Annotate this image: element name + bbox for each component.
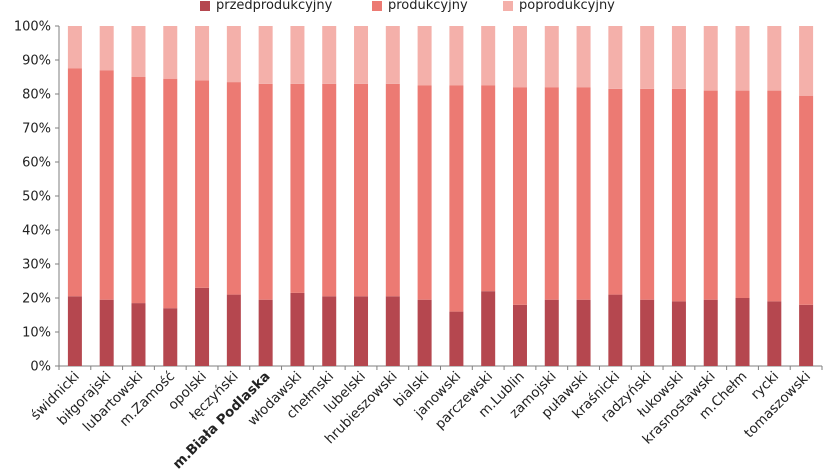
y-tick-label: 30% bbox=[22, 258, 51, 273]
bar-przedprodukcyjny-leczynski bbox=[226, 294, 241, 366]
bar-produkcyjny-chelmski bbox=[322, 83, 337, 297]
bar-przedprodukcyjny-zamojski bbox=[544, 299, 559, 366]
bar-produkcyjny-opolski bbox=[195, 80, 210, 288]
bar-produkcyjny-bilgorajski bbox=[99, 70, 114, 300]
bar-przedprodukcyjny-parczewski bbox=[481, 291, 496, 366]
bar-poprodukcyjny-radzynski bbox=[640, 26, 655, 89]
bar-przedprodukcyjny-krasnicki bbox=[608, 294, 623, 366]
bar-przedprodukcyjny-m-lublin bbox=[512, 304, 527, 366]
bar-produkcyjny-radzynski bbox=[640, 88, 655, 300]
bar-produkcyjny-pulawski bbox=[576, 87, 591, 300]
legend: przedprodukcyjny produkcyjny poprodukcyj… bbox=[0, 0, 824, 16]
bar-produkcyjny-m-chelm bbox=[735, 90, 750, 298]
bar-produkcyjny-zamojski bbox=[544, 87, 559, 300]
legend-label-przedprodukcyjny: przedprodukcyjny bbox=[216, 0, 333, 13]
bar-przedprodukcyjny-janowski bbox=[449, 311, 464, 366]
y-tick-label: 80% bbox=[22, 88, 51, 103]
bar-przedprodukcyjny-chelmski bbox=[322, 296, 337, 366]
bar-poprodukcyjny-zamojski bbox=[544, 26, 559, 88]
legend-item-poprodukcyjny: poprodukcyjny bbox=[503, 0, 615, 13]
bar-poprodukcyjny-m-chelm bbox=[735, 26, 750, 91]
bar-produkcyjny-parczewski bbox=[481, 85, 496, 292]
bar-produkcyjny-bialski bbox=[417, 85, 432, 300]
bar-produkcyjny-rycki bbox=[767, 90, 782, 302]
bar-przedprodukcyjny-lubelski bbox=[354, 296, 369, 366]
bar-poprodukcyjny-lubelski bbox=[354, 26, 369, 84]
legend-item-przedprodukcyjny: przedprodukcyjny bbox=[200, 0, 332, 13]
bar-poprodukcyjny-bilgorajski bbox=[99, 26, 114, 71]
y-tick-label: 100% bbox=[14, 20, 51, 35]
bar-przedprodukcyjny-radzynski bbox=[640, 299, 655, 366]
bar-poprodukcyjny-pulawski bbox=[576, 26, 591, 88]
bar-poprodukcyjny-krasnicki bbox=[608, 26, 623, 89]
bar-produkcyjny-wlodawski bbox=[290, 83, 305, 293]
bar-poprodukcyjny-lukowski bbox=[671, 26, 686, 89]
bar-przedprodukcyjny-m-zamosc bbox=[163, 308, 178, 366]
y-tick-label: 70% bbox=[22, 122, 51, 137]
bar-przedprodukcyjny-krasnostawski bbox=[703, 299, 718, 366]
y-tick-label: 50% bbox=[22, 190, 51, 205]
bar-poprodukcyjny-chelmski bbox=[322, 26, 337, 84]
legend-swatch-przedprodukcyjny bbox=[200, 0, 210, 11]
bar-produkcyjny-krasnostawski bbox=[703, 90, 718, 300]
bar-poprodukcyjny-swidnicki bbox=[67, 26, 82, 69]
y-tick-label: 20% bbox=[22, 292, 51, 307]
bar-przedprodukcyjny-wlodawski bbox=[290, 292, 305, 366]
bar-poprodukcyjny-m-biala-podlaska bbox=[258, 26, 273, 84]
bar-produkcyjny-leczynski bbox=[226, 82, 241, 295]
y-tick-label: 0% bbox=[30, 360, 51, 375]
bar-produkcyjny-m-lublin bbox=[512, 87, 527, 305]
bar-przedprodukcyjny-lukowski bbox=[671, 301, 686, 366]
legend-label-poprodukcyjny: poprodukcyjny bbox=[519, 0, 615, 13]
y-tick-label: 90% bbox=[22, 54, 51, 69]
bar-produkcyjny-krasnicki bbox=[608, 88, 623, 295]
bar-produkcyjny-lubartowski bbox=[131, 77, 146, 304]
bar-poprodukcyjny-m-lublin bbox=[512, 26, 527, 88]
bar-produkcyjny-hrubieszowski bbox=[385, 83, 400, 297]
bar-produkcyjny-lubelski bbox=[354, 83, 369, 297]
bar-poprodukcyjny-lubartowski bbox=[131, 26, 146, 77]
legend-swatch-produkcyjny bbox=[372, 0, 382, 11]
bar-przedprodukcyjny-hrubieszowski bbox=[385, 296, 400, 366]
y-tick-label: 40% bbox=[22, 224, 51, 239]
bar-poprodukcyjny-tomaszowski bbox=[799, 26, 814, 96]
bar-produkcyjny-lukowski bbox=[671, 88, 686, 302]
legend-label-produkcyjny: produkcyjny bbox=[388, 0, 468, 13]
bar-produkcyjny-m-biala-podlaska bbox=[258, 83, 273, 300]
bar-poprodukcyjny-janowski bbox=[449, 26, 464, 86]
bar-przedprodukcyjny-opolski bbox=[195, 287, 210, 366]
bar-produkcyjny-janowski bbox=[449, 85, 464, 312]
bar-poprodukcyjny-wlodawski bbox=[290, 26, 305, 84]
bar-poprodukcyjny-krasnostawski bbox=[703, 26, 718, 91]
bar-przedprodukcyjny-m-biala-podlaska bbox=[258, 299, 273, 366]
legend-swatch-poprodukcyjny bbox=[503, 0, 513, 11]
bar-produkcyjny-swidnicki bbox=[67, 68, 82, 297]
bar-przedprodukcyjny-m-chelm bbox=[735, 298, 750, 366]
y-tick-label: 10% bbox=[22, 326, 51, 341]
bar-przedprodukcyjny-pulawski bbox=[576, 299, 591, 366]
y-tick-label: 60% bbox=[22, 156, 51, 171]
bar-przedprodukcyjny-tomaszowski bbox=[799, 304, 814, 366]
bar-przedprodukcyjny-rycki bbox=[767, 301, 782, 366]
bar-przedprodukcyjny-bialski bbox=[417, 299, 432, 366]
bar-poprodukcyjny-leczynski bbox=[226, 26, 241, 83]
bar-poprodukcyjny-parczewski bbox=[481, 26, 496, 86]
bar-produkcyjny-m-zamosc bbox=[163, 78, 178, 309]
bar-poprodukcyjny-m-zamosc bbox=[163, 26, 178, 79]
bar-poprodukcyjny-rycki bbox=[767, 26, 782, 91]
bar-przedprodukcyjny-swidnicki bbox=[67, 296, 82, 366]
bar-poprodukcyjny-bialski bbox=[417, 26, 432, 86]
bar-poprodukcyjny-hrubieszowski bbox=[385, 26, 400, 84]
bar-produkcyjny-tomaszowski bbox=[799, 95, 814, 305]
bar-poprodukcyjny-opolski bbox=[195, 26, 210, 81]
legend-item-produkcyjny: produkcyjny bbox=[372, 0, 468, 13]
bar-przedprodukcyjny-lubartowski bbox=[131, 303, 146, 366]
bar-przedprodukcyjny-bilgorajski bbox=[99, 299, 114, 366]
